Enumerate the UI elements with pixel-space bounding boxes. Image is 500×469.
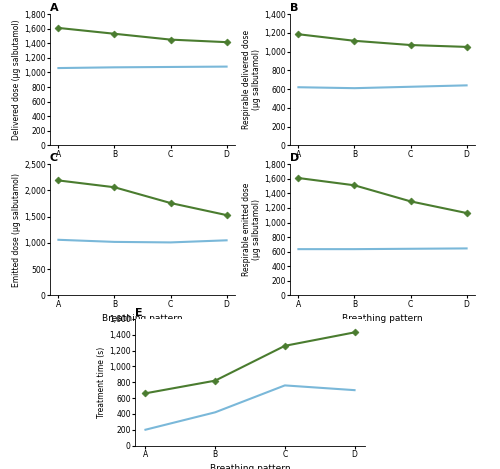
X-axis label: Breathing pattern: Breathing pattern	[342, 164, 423, 173]
Text: C: C	[50, 153, 58, 163]
X-axis label: Breathing pattern: Breathing pattern	[102, 314, 183, 323]
Y-axis label: Emitted dose (μg salbutamol): Emitted dose (μg salbutamol)	[12, 173, 22, 287]
X-axis label: Breathing pattern: Breathing pattern	[342, 314, 423, 323]
Text: E: E	[135, 308, 142, 318]
X-axis label: Breathing pattern: Breathing pattern	[102, 164, 183, 173]
Text: B: B	[290, 3, 298, 13]
Y-axis label: Respirable emitted dose
(μg salbutamol): Respirable emitted dose (μg salbutamol)	[242, 183, 262, 277]
Y-axis label: Delivered dose (μg salbutamol): Delivered dose (μg salbutamol)	[12, 19, 22, 140]
X-axis label: Breathing pattern: Breathing pattern	[210, 464, 290, 469]
Text: D: D	[290, 153, 299, 163]
Text: A: A	[50, 3, 58, 13]
Y-axis label: Treatment time (s): Treatment time (s)	[98, 347, 106, 418]
Y-axis label: Respirable delivered dose
(μg salbutamol): Respirable delivered dose (μg salbutamol…	[242, 30, 262, 129]
